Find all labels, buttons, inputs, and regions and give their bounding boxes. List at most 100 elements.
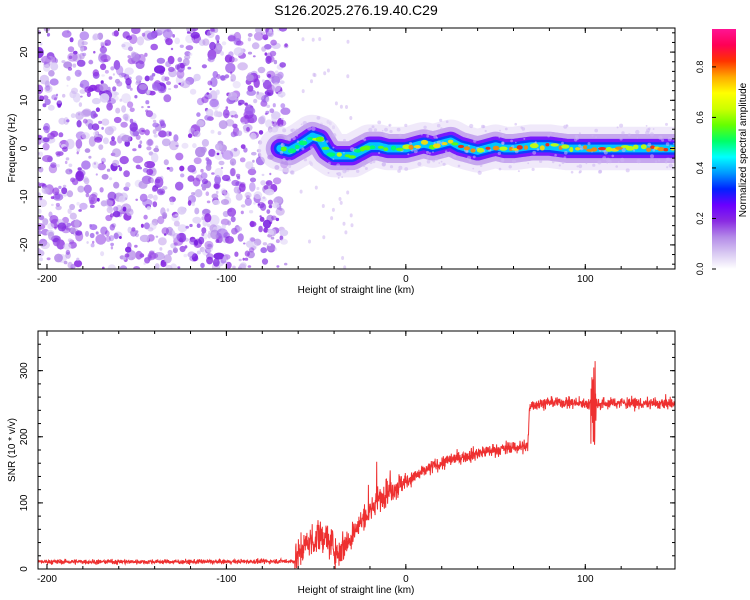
- noise-blob: [100, 226, 108, 235]
- signal-core-dot: [545, 143, 550, 147]
- noise-blob: [110, 246, 114, 250]
- x-tick-label: 100: [577, 574, 594, 585]
- signal-halo-dot: [504, 127, 508, 131]
- noise-blob: [108, 235, 115, 242]
- noise-blob: [89, 224, 93, 227]
- noise-blob: [173, 220, 180, 227]
- noise-blob: [92, 161, 99, 169]
- noise-blob: [194, 207, 200, 215]
- noise-blob: [242, 257, 245, 261]
- noise-blob: [94, 136, 103, 143]
- noise-blob: [169, 198, 173, 202]
- noise-blob: [129, 34, 138, 45]
- noise-blob: [225, 119, 235, 127]
- signal-halo-dot: [654, 160, 658, 163]
- noise-blob: [42, 95, 49, 100]
- signal-halo-dot: [438, 162, 441, 164]
- noise-blob: [160, 261, 167, 268]
- noise-blob: [41, 186, 48, 194]
- signal-halo-dot: [443, 154, 446, 158]
- signal-halo-dot: [515, 141, 517, 144]
- noise-blob: [189, 31, 192, 34]
- signal-halo-dot: [442, 162, 446, 166]
- signal-halo-dot: [633, 149, 636, 152]
- signal-halo-dot: [668, 163, 673, 168]
- noise-blob: [238, 263, 247, 269]
- noise-blob: [227, 209, 232, 213]
- noise-blob: [119, 265, 128, 269]
- noise-blob: [134, 95, 138, 99]
- signal-halo-dot: [645, 125, 648, 127]
- noise-blob: [191, 253, 198, 262]
- noise-blob: [230, 74, 236, 82]
- noise-blob: [69, 203, 75, 211]
- signal-halo-dot: [432, 159, 436, 163]
- noise-blob: [173, 242, 178, 246]
- noise-blob: [107, 264, 117, 269]
- signal-halo-dot: [343, 138, 346, 142]
- noise-blob: [66, 190, 74, 198]
- noise-blob: [214, 150, 224, 161]
- noise-blob: [165, 38, 173, 46]
- noise-blob: [101, 118, 110, 126]
- noise-blob: [147, 193, 154, 199]
- x-tick-label: 0: [403, 274, 409, 285]
- signal-halo-dot: [499, 129, 501, 132]
- noise-blob: [153, 134, 158, 138]
- signal-halo-dot: [523, 137, 526, 140]
- noise-blob: [141, 129, 145, 133]
- noise-blob: [135, 134, 141, 140]
- noise-blob: [38, 199, 48, 208]
- noise-blob: [206, 30, 215, 39]
- noise-blob: [84, 86, 93, 93]
- signal-halo-dot: [342, 169, 347, 174]
- signal-halo-dot: [373, 128, 378, 132]
- noise-blob: [171, 211, 179, 218]
- noise-blob: [311, 37, 315, 42]
- signal-core-dot: [395, 147, 404, 152]
- noise-blob: [204, 114, 212, 121]
- signal-halo-dot: [605, 157, 611, 162]
- noise-blob: [97, 162, 106, 171]
- noise-blob: [39, 74, 50, 85]
- noise-blob: [142, 198, 153, 207]
- noise-blob: [76, 120, 82, 128]
- noise-blob: [175, 144, 179, 147]
- noise-blob: [127, 55, 132, 59]
- noise-blob: [126, 250, 137, 261]
- noise-blob: [269, 50, 277, 57]
- noise-blob: [148, 90, 156, 96]
- signal-halo-dot: [360, 136, 365, 140]
- noise-blob: [155, 235, 159, 238]
- noise-blob: [39, 182, 45, 187]
- signal-core-dot: [298, 140, 308, 146]
- signal-core-dot: [529, 143, 539, 149]
- signal-halo-dot: [468, 144, 470, 147]
- signal-halo-dot: [650, 154, 654, 159]
- signal-halo-dot: [426, 156, 430, 159]
- noise-blob: [72, 63, 77, 68]
- noise-blob: [253, 31, 264, 41]
- noise-blob: [113, 116, 122, 124]
- signal-halo-dot: [551, 160, 555, 164]
- noise-blob: [253, 98, 258, 104]
- noise-blob: [61, 187, 68, 195]
- noise-blob: [331, 207, 335, 212]
- noise-blob: [102, 266, 105, 269]
- noise-blob: [200, 262, 205, 269]
- noise-blob: [174, 37, 180, 45]
- noise-blob: [80, 95, 83, 98]
- signal-halo-dot: [517, 170, 520, 173]
- signal-core-dot: [383, 147, 389, 152]
- noise-blob: [269, 108, 275, 113]
- snr-x-label: Height of straight line (km): [298, 585, 415, 596]
- signal-halo-dot: [300, 123, 303, 126]
- noise-blob: [229, 56, 235, 63]
- noise-blob: [121, 134, 131, 142]
- noise-blob: [271, 215, 277, 221]
- noise-blob: [38, 208, 42, 214]
- signal-halo-dot: [440, 155, 442, 157]
- noise-blob: [151, 152, 159, 163]
- noise-blob: [113, 181, 120, 189]
- noise-blob: [171, 214, 180, 222]
